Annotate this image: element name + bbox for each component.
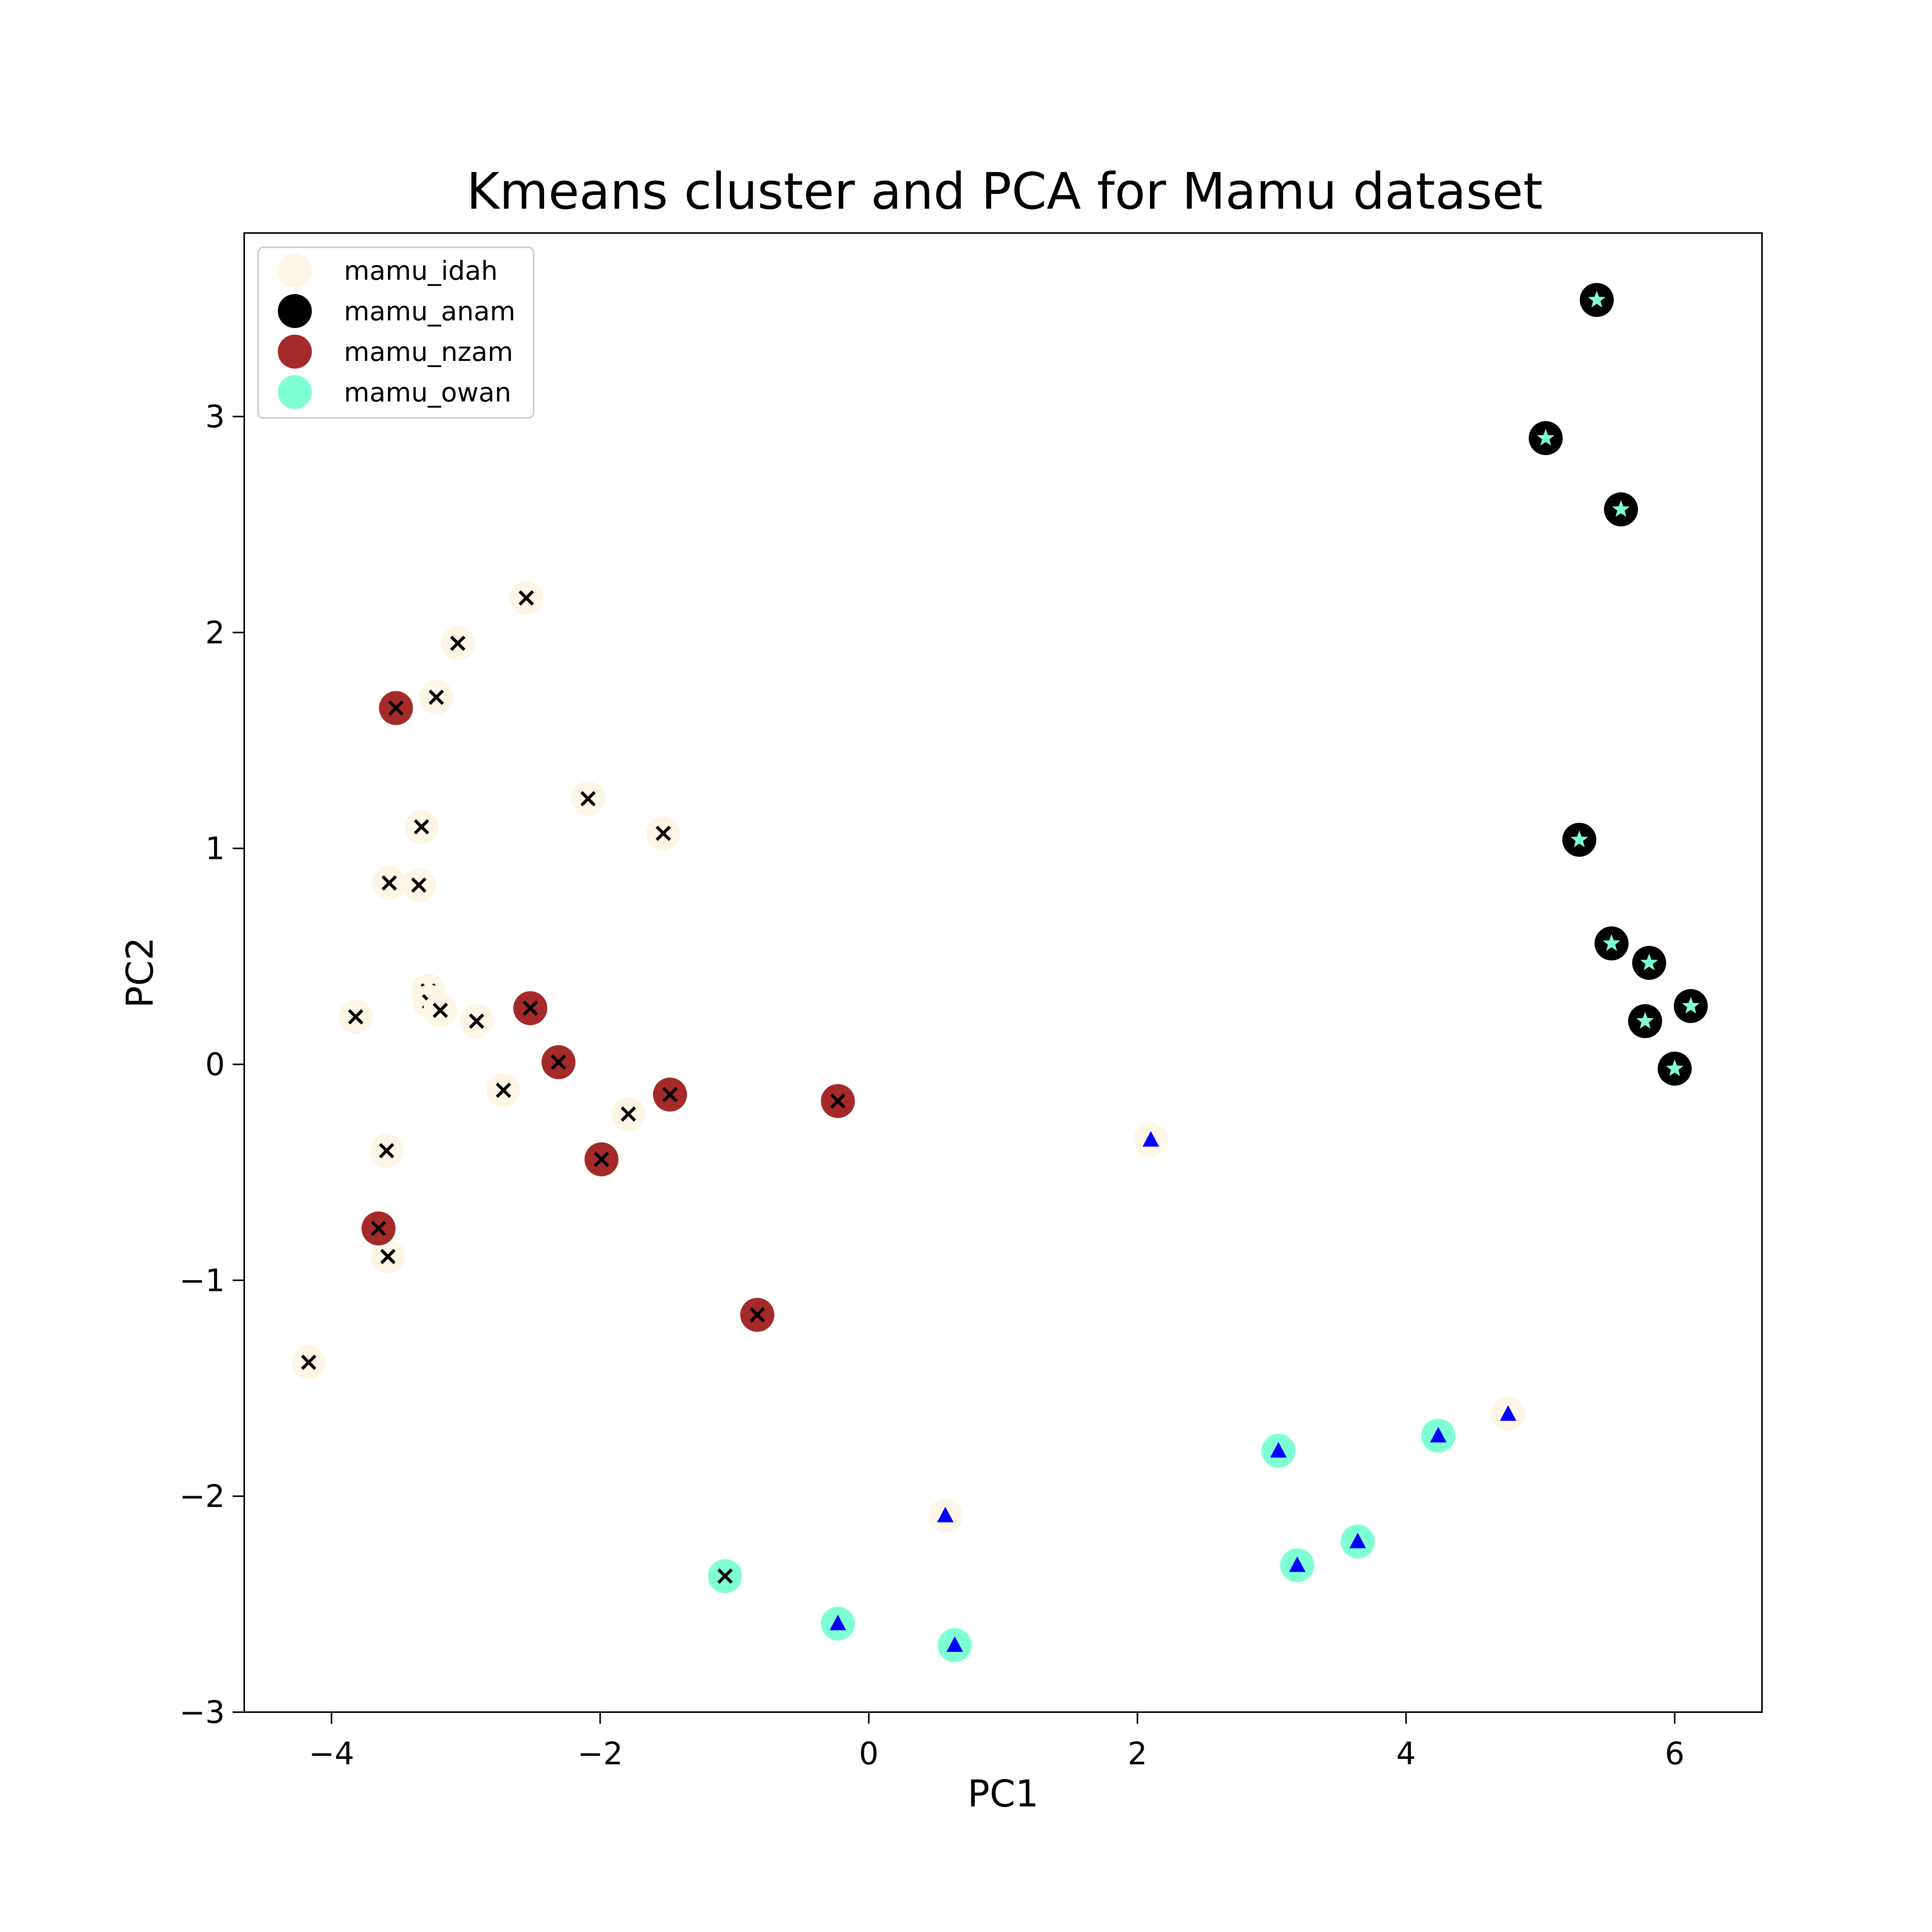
legend-label: mamu_idah: [344, 256, 498, 286]
x-marker: [432, 1002, 448, 1018]
x-tick-label: 4: [1396, 1736, 1416, 1772]
x-marker: [380, 1249, 396, 1264]
star-marker: [1636, 1012, 1654, 1029]
triangle-marker: [1430, 1427, 1447, 1442]
y-tick-label: −3: [179, 1694, 225, 1730]
triangle-marker: [830, 1614, 846, 1631]
x-marker: [522, 1000, 538, 1016]
x-marker: [750, 1307, 765, 1323]
x-marker: [519, 590, 534, 606]
x-tick-label: 0: [859, 1736, 879, 1772]
triangle-marker: [1349, 1532, 1366, 1548]
y-axis-ticks: −3 −2 −1 0 1 2 3: [179, 399, 244, 1730]
triangle-marker: [1142, 1131, 1159, 1147]
legend-swatch-mamu_idah: [278, 253, 312, 287]
x-axis-ticks: −4 −2 0 2 4 6: [309, 1712, 1685, 1772]
x-marker: [830, 1093, 846, 1109]
triangle-marker: [1500, 1405, 1517, 1421]
legend-label: mamu_nzam: [344, 337, 513, 367]
y-tick-label: 1: [205, 831, 225, 867]
triangle-marker: [946, 1636, 963, 1652]
x-axis-label: PC1: [968, 1773, 1039, 1815]
x-tick-label: −4: [309, 1736, 354, 1772]
x-marker: [379, 1143, 395, 1158]
legend-swatch-mamu_anam: [278, 294, 312, 328]
x-marker: [381, 875, 397, 891]
star-marker: [1602, 934, 1621, 951]
chart-title: Kmeans cluster and PCA for Mamu dataset: [466, 162, 1543, 221]
legend-swatch-mamu_owan: [278, 375, 312, 409]
x-marker: [371, 1221, 386, 1236]
x-marker: [348, 1009, 364, 1025]
x-tick-label: 2: [1128, 1736, 1147, 1772]
x-marker: [655, 825, 671, 841]
legend-label: mamu_anam: [344, 296, 515, 327]
star-marker: [1537, 429, 1555, 446]
x-marker: [621, 1106, 636, 1122]
x-marker: [301, 1354, 316, 1370]
x-marker: [469, 1013, 485, 1029]
legend-frame: [257, 247, 534, 419]
y-tick-label: 0: [205, 1047, 225, 1083]
legend-swatch-mamu_nzam: [278, 335, 312, 369]
y-tick-label: −2: [179, 1478, 225, 1514]
x-marker: [414, 819, 429, 835]
data-points: [291, 283, 1708, 1662]
legend: mamu_idah mamu_anam mamu_nzam mamu_owan: [257, 247, 534, 419]
star-marker: [1570, 830, 1588, 847]
star-marker: [1612, 500, 1630, 517]
y-tick-label: −1: [179, 1262, 225, 1298]
star-marker: [1682, 997, 1700, 1014]
triangle-marker: [937, 1507, 954, 1522]
x-marker: [662, 1087, 678, 1102]
star-marker: [1588, 291, 1606, 308]
legend-label: mamu_owan: [344, 378, 511, 408]
x-marker: [411, 877, 427, 893]
triangle-marker: [1289, 1556, 1306, 1572]
x-marker: [580, 791, 596, 806]
x-tick-label: 6: [1665, 1736, 1685, 1772]
y-tick-label: 2: [205, 615, 225, 651]
star-marker: [1640, 953, 1658, 971]
triangle-marker: [1270, 1442, 1287, 1458]
x-tick-label: −2: [577, 1736, 623, 1772]
star-marker: [1666, 1059, 1684, 1077]
x-marker: [450, 635, 466, 651]
plot-area: [243, 232, 1763, 1713]
x-marker: [429, 689, 444, 705]
x-marker: [594, 1151, 609, 1167]
x-marker: [388, 700, 404, 716]
x-marker: [717, 1568, 733, 1584]
y-tick-label: 3: [205, 399, 225, 435]
x-marker: [551, 1054, 566, 1070]
y-axis-label: PC2: [119, 937, 162, 1008]
x-marker: [496, 1082, 511, 1098]
